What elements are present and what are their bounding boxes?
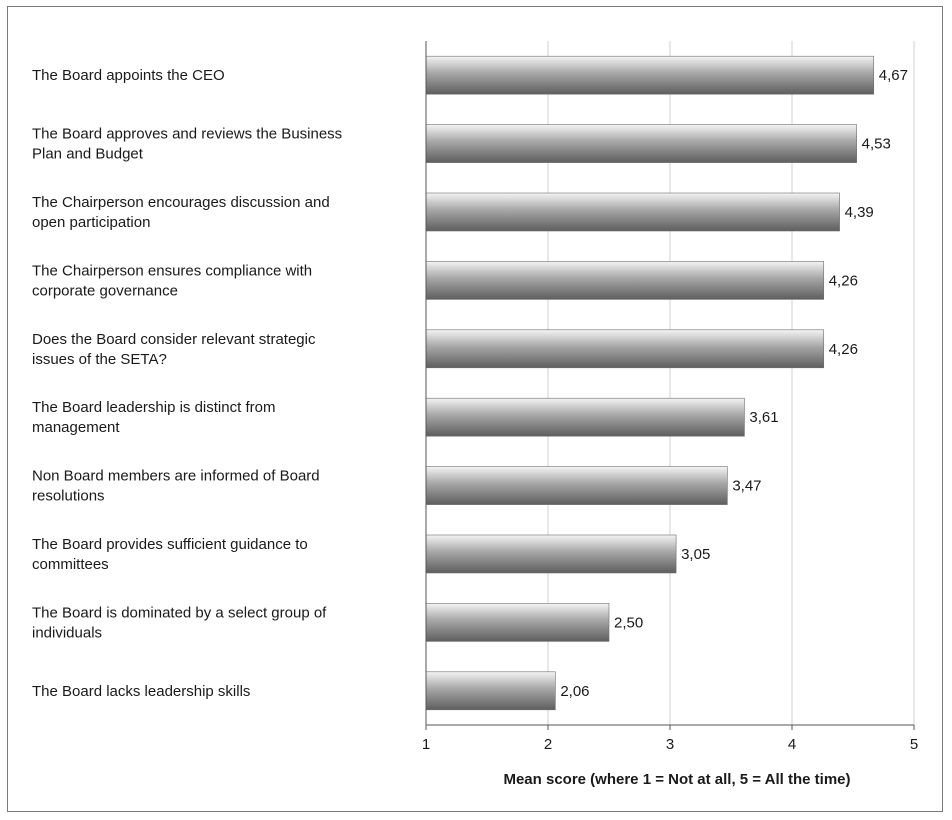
category-label-line: Non Board members are informed of Board — [32, 468, 320, 485]
category-label-line: The Board appoints the CEO — [32, 67, 225, 84]
category-label-line: The Chairperson ensures compliance with — [32, 262, 312, 279]
chart-frame: The Board appoints the CEO The Board appr… — [7, 6, 943, 812]
category-label-5: Does the Board consider relevant strateg… — [32, 331, 316, 368]
bars — [425, 55, 875, 711]
bar-4 — [425, 261, 825, 300]
category-label-2: The Board approves and reviews the Busin… — [32, 126, 342, 163]
category-label-line: The Board lacks leadership skills — [32, 683, 250, 700]
category-label-line: The Board leadership is distinct from — [32, 399, 275, 416]
category-label-3: The Chairperson encourages discussion an… — [32, 194, 330, 231]
bar-1 — [425, 55, 875, 95]
value-label-2: 4,53 — [862, 136, 891, 153]
bar-8 — [425, 534, 677, 574]
category-label-line: management — [32, 419, 120, 436]
category-label-4: The Chairperson ensures compliance with c… — [32, 262, 312, 299]
bar-5 — [425, 329, 825, 369]
category-label-8: The Board provides sufficient guidance t… — [32, 536, 308, 573]
category-label-10: The Board lacks leadership skills — [32, 683, 250, 700]
bar-chart: The Board appoints the CEO The Board appr… — [32, 41, 918, 788]
x-tick-label-4: 4 — [788, 736, 796, 753]
category-label-line: Plan and Budget — [32, 146, 144, 163]
bar-10 — [425, 671, 556, 711]
category-label-line: committees — [32, 556, 109, 573]
value-label-9: 2,50 — [614, 614, 643, 631]
category-label-line: corporate governance — [32, 282, 178, 299]
category-label-line: individuals — [32, 624, 102, 641]
x-tick-label-2: 2 — [544, 736, 552, 753]
value-label-3: 4,39 — [845, 204, 874, 221]
category-label-6: The Board leadership is distinct from man… — [32, 399, 275, 436]
axes — [425, 41, 915, 730]
value-label-8: 3,05 — [681, 546, 710, 563]
category-label-line: issues of the SETA? — [32, 351, 167, 368]
category-label-line: Does the Board consider relevant strateg… — [32, 331, 316, 348]
x-tick-labels: 1 2 3 4 5 — [422, 736, 918, 753]
bar-2 — [425, 124, 857, 163]
value-label-6: 3,61 — [749, 409, 778, 426]
value-label-7: 3,47 — [732, 478, 761, 495]
category-label-1: The Board appoints the CEO — [32, 67, 225, 84]
category-labels: The Board appoints the CEO The Board appr… — [32, 67, 342, 700]
x-tick-label-5: 5 — [910, 736, 918, 753]
category-label-line: The Board is dominated by a select group… — [32, 604, 327, 621]
x-axis-title: Mean score (where 1 = Not at all, 5 = Al… — [503, 771, 850, 788]
value-label-1: 4,67 — [879, 67, 908, 84]
x-tick-label-1: 1 — [422, 736, 430, 753]
category-label-7: Non Board members are informed of Board r… — [32, 468, 320, 505]
bar-9 — [425, 603, 610, 642]
category-label-line: open participation — [32, 214, 150, 231]
category-label-line: The Board provides sufficient guidance t… — [32, 536, 308, 553]
bar-6 — [425, 397, 745, 437]
bar-3 — [425, 192, 840, 232]
value-labels: 4,67 4,53 4,39 4,26 4,26 3,61 3,47 3,05 2,50 2,06 — [560, 67, 908, 700]
bar-7 — [425, 466, 728, 505]
category-label-line: The Chairperson encourages discussion an… — [32, 194, 330, 211]
category-label-9: The Board is dominated by a select group… — [32, 604, 327, 641]
value-label-10: 2,06 — [560, 683, 589, 700]
value-label-5: 4,26 — [829, 341, 858, 358]
category-label-line: resolutions — [32, 488, 105, 505]
value-label-4: 4,26 — [829, 272, 858, 289]
category-label-line: The Board approves and reviews the Busin… — [32, 126, 342, 143]
x-tick-label-3: 3 — [666, 736, 674, 753]
